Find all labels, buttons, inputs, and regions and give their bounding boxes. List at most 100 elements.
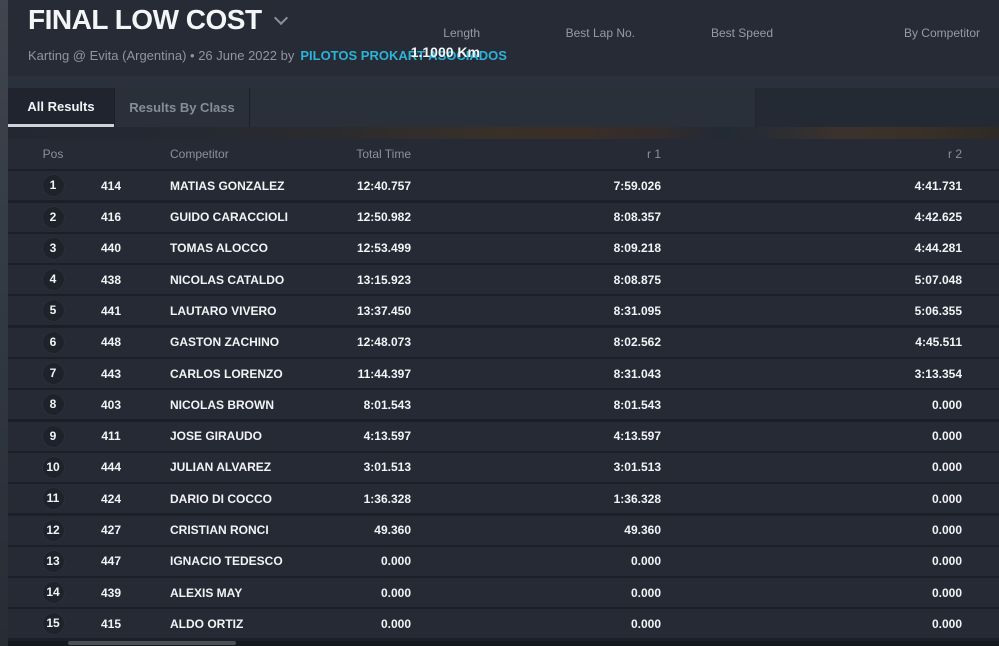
chevron-down-icon	[273, 10, 288, 26]
position-badge: 4	[41, 268, 65, 292]
stat-best-speed: Best Speed	[673, 26, 773, 60]
competitor-name: ALDO ORTIZ	[170, 616, 244, 631]
r1-time: 8:02.562	[613, 335, 661, 350]
stat-length-value: 1.1000 Km	[410, 44, 480, 60]
total-time: 0.000	[380, 616, 411, 631]
table-row[interactable]: 13 447 IGNACIO TEDESCO 0.000 0.000 0.000	[8, 546, 999, 576]
total-time: 11:44.397	[357, 366, 411, 381]
total-time: 3:01.513	[363, 460, 411, 475]
kart-number: 415	[100, 616, 122, 631]
r2-time: 3:13.354	[914, 366, 962, 381]
table-row[interactable]: 2 416 GUIDO CARACCIOLI 12:50.982 8:08.35…	[8, 202, 999, 232]
table-row[interactable]: 14 439 ALEXIS MAY 0.000 0.000 0.000	[8, 578, 999, 608]
kart-number: 448	[100, 335, 122, 350]
kart-number: 438	[100, 272, 122, 287]
position-badge: 11	[41, 487, 65, 511]
table-row[interactable]: 11 424 DARIO DI COCCO 1:36.328 1:36.328 …	[8, 484, 999, 514]
total-time: 12:48.073	[356, 335, 411, 350]
stat-by-competitor-label: By Competitor	[903, 26, 980, 40]
kart-number: 439	[100, 585, 122, 600]
table-row[interactable]: 7 443 CARLOS LORENZO 11:44.397 8:31.043 …	[8, 359, 999, 389]
kart-number: 440	[100, 241, 122, 256]
position-badge: 9	[41, 424, 65, 448]
r2-time: 0.000	[931, 523, 962, 538]
stat-best-lap-label: Best Lap No.	[565, 26, 635, 40]
table-row[interactable]: 12 427 CRISTIAN RONCI 49.360 49.360 0.00…	[8, 515, 999, 545]
position-badge: 14	[41, 581, 65, 605]
competitor-name: JULIAN ALVAREZ	[170, 460, 272, 475]
r2-time: 4:41.731	[914, 178, 962, 193]
table-row[interactable]: 5 441 LAUTARO VIVERO 13:37.450 8:31.095 …	[8, 296, 999, 326]
total-time: 12:40.757	[356, 178, 411, 193]
r1-time: 0.000	[630, 585, 661, 600]
total-time: 13:15.923	[356, 272, 411, 287]
r1-time: 4:13.597	[613, 429, 661, 444]
results-table: Pos Competitor Total Time r 1 r 2 1 414 …	[8, 139, 999, 646]
tab-results-by-class[interactable]: Results By Class	[114, 88, 250, 127]
table-row[interactable]: 8 403 NICOLAS BROWN 8:01.543 8:01.543 0.…	[8, 390, 999, 420]
position-badge: 15	[41, 612, 65, 636]
r1-time: 0.000	[630, 616, 661, 631]
col-header-r1: r 1	[646, 147, 661, 161]
stat-length-label: Length	[443, 26, 480, 40]
position-badge: 10	[41, 455, 65, 479]
kart-number: 414	[100, 178, 122, 193]
stat-length: Length 1.1000 Km	[370, 26, 480, 60]
r2-time: 0.000	[931, 554, 962, 569]
position-badge: 5	[41, 299, 65, 323]
table-row[interactable]: 6 448 GASTON ZACHINO 12:48.073 8:02.562 …	[8, 327, 999, 357]
table-row[interactable]: 3 440 TOMAS ALOCCO 12:53.499 8:09.218 4:…	[8, 233, 999, 263]
r2-time: 4:44.281	[914, 241, 962, 256]
r1-time: 8:08.357	[613, 210, 661, 225]
tabbar-filler-right	[755, 88, 999, 127]
r1-time: 8:31.043	[613, 366, 661, 381]
position-badge: 2	[41, 205, 65, 229]
organizer-link[interactable]: PILOTOS PROKART ASOCIADOS	[300, 48, 507, 63]
total-time: 0.000	[380, 554, 411, 569]
event-header: FINAL LOW COST Karting @ Evita (Argentin…	[8, 0, 999, 76]
col-header-r2: r 2	[947, 147, 962, 161]
stat-best-speed-label: Best Speed	[710, 26, 773, 40]
results-body: 1 414 MATIAS GONZALEZ 12:40.757 7:59.026…	[8, 171, 999, 639]
competitor-name: DARIO DI COCCO	[170, 491, 272, 506]
r2-time: 4:45.511	[915, 335, 962, 350]
position-badge: 3	[41, 236, 65, 260]
table-row[interactable]: 1 414 MATIAS GONZALEZ 12:40.757 7:59.026…	[8, 171, 999, 201]
total-time: 0.000	[380, 585, 411, 600]
table-header-row: Pos Competitor Total Time r 1 r 2	[8, 139, 999, 169]
competitor-name: NICOLAS BROWN	[170, 397, 274, 412]
r2-time: 5:06.355	[914, 303, 962, 318]
total-time: 1:36.328	[363, 491, 411, 506]
background-banner-strip	[8, 127, 999, 139]
r1-time: 3:01.513	[613, 460, 661, 475]
stat-by-competitor: By Competitor	[828, 26, 980, 60]
total-time: 12:53.499	[356, 241, 411, 256]
competitor-name: NICOLAS CATALDO	[170, 272, 285, 287]
position-badge: 12	[41, 518, 65, 542]
kart-number: 441	[100, 303, 122, 318]
table-row[interactable]: 10 444 JULIAN ALVAREZ 3:01.513 3:01.513 …	[8, 452, 999, 482]
kart-number: 424	[100, 491, 122, 506]
position-badge: 8	[41, 393, 65, 417]
page-title: FINAL LOW COST	[28, 4, 262, 35]
total-time: 8:01.543	[363, 397, 411, 412]
event-title-dropdown[interactable]: FINAL LOW COST	[28, 4, 288, 36]
total-time: 12:50.982	[356, 210, 411, 225]
table-row[interactable]: 4 438 NICOLAS CATALDO 13:15.923 8:08.875…	[8, 265, 999, 295]
table-row[interactable]: 9 411 JOSE GIRAUDO 4:13.597 4:13.597 0.0…	[8, 421, 999, 451]
table-row[interactable]: 15 415 ALDO ORTIZ 0.000 0.000 0.000	[8, 609, 999, 639]
r1-time: 1:36.328	[613, 491, 661, 506]
kart-number: 416	[100, 210, 122, 225]
horizontal-scrollbar-track[interactable]	[8, 641, 999, 646]
competitor-name: IGNACIO TEDESCO	[170, 554, 283, 569]
competitor-name: TOMAS ALOCCO	[170, 241, 268, 256]
horizontal-scrollbar-thumb[interactable]	[68, 641, 236, 645]
r1-time: 8:09.218	[613, 241, 661, 256]
col-header-pos: Pos	[42, 147, 64, 161]
stat-best-lap: Best Lap No.	[520, 26, 635, 60]
r2-time: 5:07.048	[914, 272, 962, 287]
col-header-competitor: Competitor	[170, 147, 229, 161]
r2-time: 0.000	[931, 616, 962, 631]
tab-all-results[interactable]: All Results	[8, 88, 114, 127]
